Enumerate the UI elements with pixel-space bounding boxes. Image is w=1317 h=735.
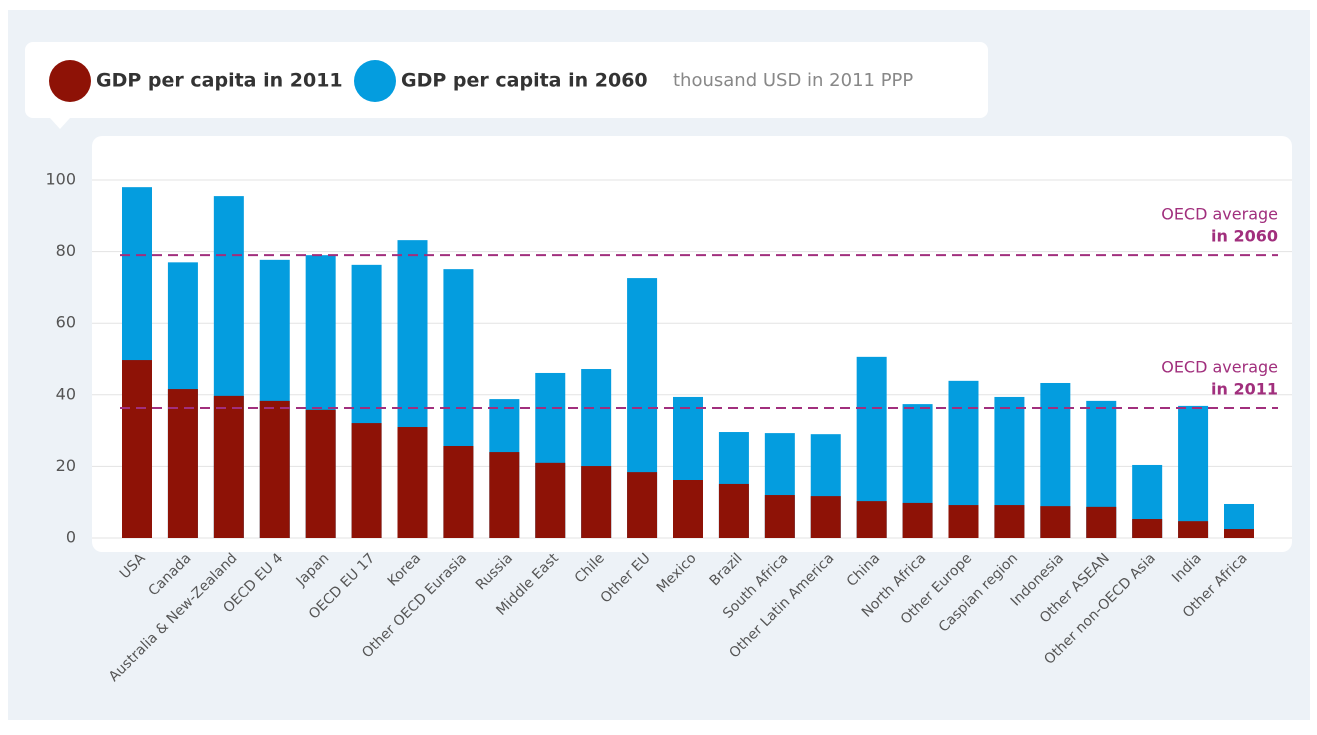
bar	[489, 452, 520, 538]
legend-label: GDP per capita in 2060	[401, 70, 648, 92]
bar	[122, 360, 152, 538]
y-tick-label: 0	[66, 528, 76, 547]
unit-label: thousand USD in 2011 PPP	[673, 70, 913, 91]
bar	[994, 505, 1025, 538]
bar	[1040, 506, 1071, 538]
reference-sublabel: in 2011	[1211, 380, 1278, 399]
y-tick-label: 40	[56, 384, 76, 403]
bar	[305, 409, 336, 538]
y-tick-label: 100	[45, 170, 76, 189]
bar	[1178, 521, 1209, 538]
bar	[764, 495, 795, 538]
bar	[1224, 529, 1254, 538]
bar	[213, 395, 244, 538]
legend-label: GDP per capita in 2011	[96, 70, 343, 92]
legend-swatch	[354, 60, 396, 102]
bar	[856, 501, 887, 538]
bar	[535, 462, 566, 538]
bar	[167, 389, 198, 538]
reference-label: OECD average	[1161, 358, 1278, 377]
bar	[1178, 405, 1209, 538]
legend-swatch	[49, 60, 91, 102]
bar	[397, 427, 428, 538]
y-tick-label: 20	[56, 456, 76, 475]
bar	[1086, 506, 1117, 538]
bar	[259, 400, 290, 538]
plot-panel	[92, 136, 1292, 552]
bar	[443, 445, 474, 538]
reference-sublabel: in 2060	[1211, 227, 1278, 246]
bar	[810, 496, 841, 538]
bar	[1132, 519, 1163, 538]
bar	[948, 505, 979, 538]
y-tick-label: 60	[56, 313, 76, 332]
bar	[718, 483, 749, 538]
reference-label: OECD average	[1161, 205, 1278, 224]
bar	[902, 502, 933, 538]
bar	[351, 423, 382, 538]
bar	[627, 472, 658, 538]
legend-box	[25, 42, 988, 118]
bar	[581, 466, 612, 538]
legend-pointer	[50, 118, 70, 129]
bar	[673, 480, 703, 538]
y-tick-label: 80	[56, 241, 76, 260]
